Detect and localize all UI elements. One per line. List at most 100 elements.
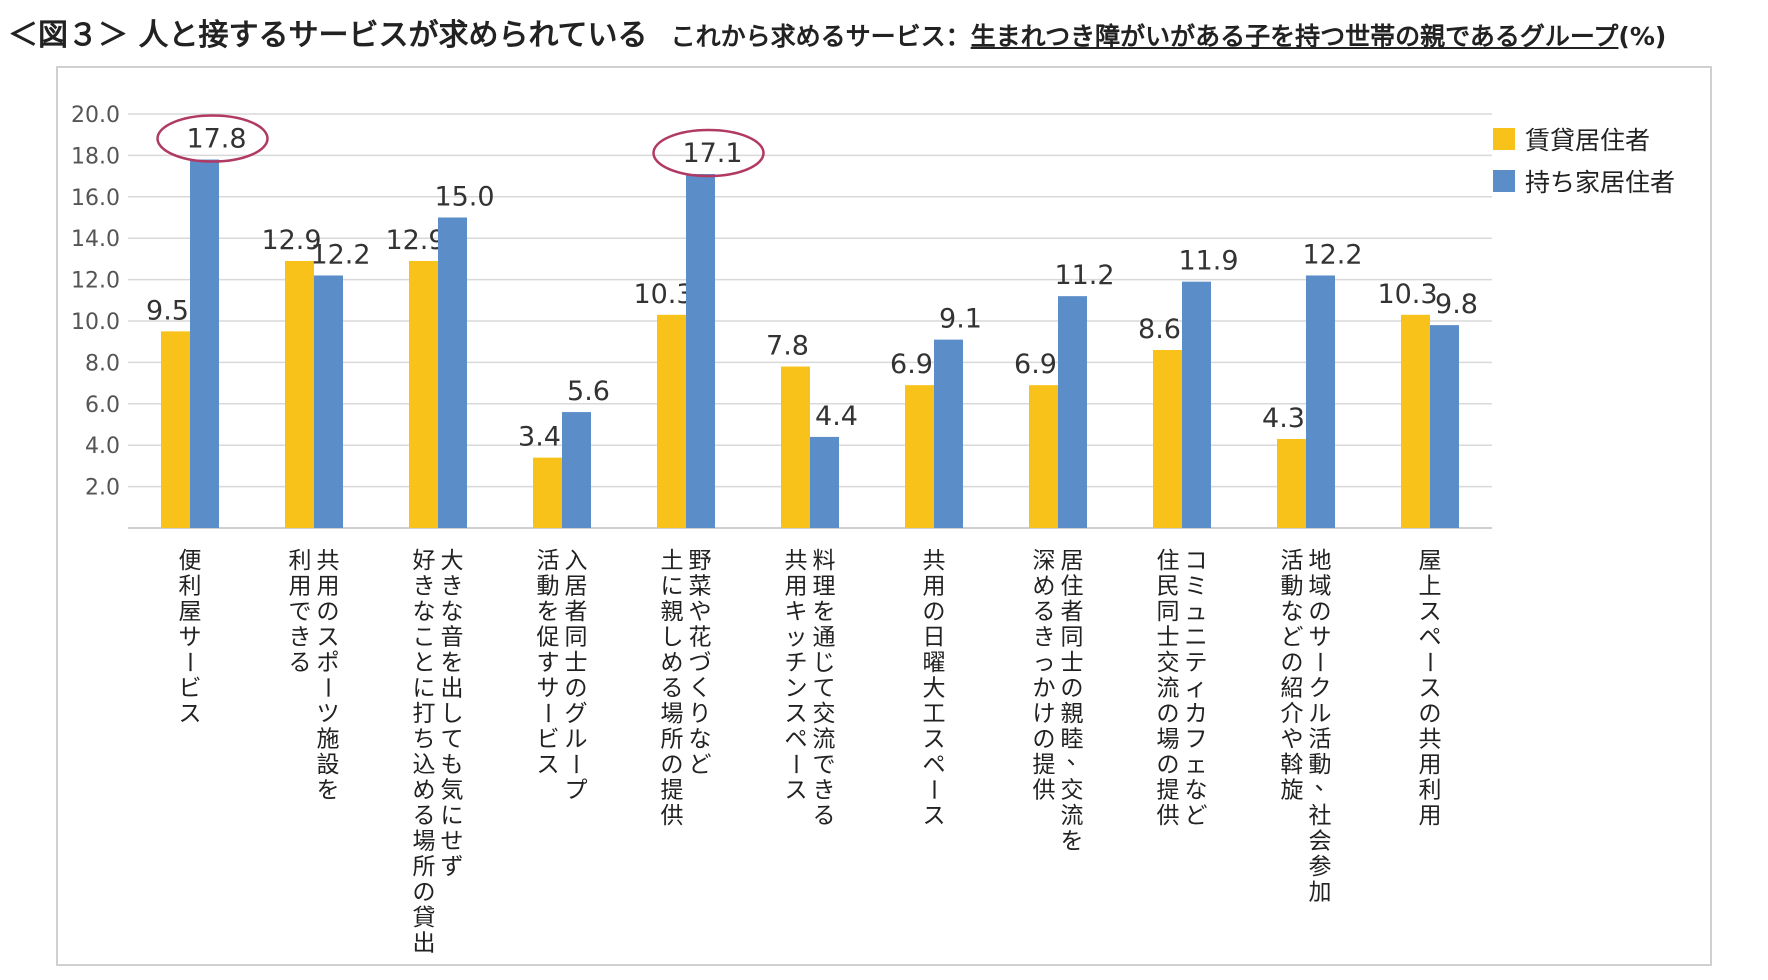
title-row: ＜図３＞ 人と接するサービスが求められている これから求めるサービス：生まれつき… [8, 10, 1666, 54]
data-label-rent: 7.8 [766, 331, 809, 362]
bar-own [686, 174, 715, 528]
category-label-char: き [441, 574, 464, 600]
category-label-char: 菜 [689, 574, 712, 600]
category-label-char: 者 [1061, 599, 1084, 625]
category-label-char: 同 [1061, 625, 1084, 651]
data-label-own: 5.6 [567, 376, 610, 407]
category-label-char: サ [179, 625, 202, 651]
category-label-char: 加 [1309, 880, 1332, 906]
category-label-char: け [1033, 701, 1056, 727]
data-label-rent: 4.3 [1262, 403, 1305, 434]
category-label-char: 供 [1157, 803, 1180, 829]
y-tick-label: 14.0 [71, 227, 120, 252]
category-label-char: 用 [1419, 803, 1442, 829]
category-label-char: ツ [317, 701, 340, 727]
category-label-char: ー [1416, 651, 1442, 674]
category-label-char: て [441, 727, 464, 753]
category-label-char: 設 [317, 752, 340, 778]
data-label-own: 12.2 [310, 239, 370, 270]
subtitle-group: 生まれつき障がいがある子を持つ世帯の親であるグループ [970, 22, 1619, 51]
category-label-char: 動 [537, 574, 560, 600]
category-label-char: 共 [785, 548, 808, 574]
category-label-char: 利 [1419, 778, 1442, 804]
category-label-char: ー [176, 651, 202, 674]
category-label-char: ペ [785, 727, 808, 753]
category-label-char: め [1033, 574, 1056, 600]
category-label-char: ス [317, 625, 340, 651]
category-label-char: に [661, 574, 684, 600]
data-label-rent: 10.3 [1377, 279, 1437, 310]
subtitle-prefix: これから求めるサービス： [670, 22, 971, 51]
category-label-char: 共 [1419, 727, 1442, 753]
y-tick-label: 18.0 [71, 144, 120, 169]
category-label-char: 大 [441, 548, 464, 574]
category-label-char: を [441, 650, 464, 676]
category-label-char: ェ [1185, 752, 1208, 778]
category-label-char: 用 [923, 574, 946, 600]
highlight-ellipse [156, 114, 269, 163]
category-label-char: 工 [923, 701, 946, 727]
y-tick-label: 2.0 [85, 476, 120, 501]
bar-own [1430, 325, 1459, 528]
category-label-char: ル [1309, 701, 1332, 727]
category-label-char: ス [537, 752, 560, 778]
category-label-char: ペ [1419, 625, 1442, 651]
category-label-char: 動 [1309, 752, 1332, 778]
category-label-char: 住 [1157, 548, 1180, 574]
category-label-char: 用 [317, 574, 340, 600]
category-label-char: づ [689, 650, 712, 676]
data-label-rent: 6.9 [890, 349, 933, 380]
category-label-char: て [813, 676, 836, 702]
category-label-char: ン [785, 676, 808, 702]
data-label-rent: 12.9 [385, 225, 445, 256]
category-label-char: 場 [661, 701, 684, 727]
category-label-char: 花 [689, 625, 712, 651]
category-label-char: 所 [661, 727, 684, 753]
category-label-char: な [413, 599, 436, 625]
y-tick-label: 20.0 [71, 103, 120, 128]
bar-own [190, 159, 219, 529]
category-label-char: 親 [1061, 701, 1084, 727]
category-label-char: を [317, 778, 340, 804]
category-label-char: 士 [1157, 625, 1180, 651]
category-label-char: 野 [689, 548, 712, 574]
chart-subtitle: これから求めるサービス：生まれつき障がいがある子を持つ世帯の親であるグループ(%… [671, 22, 1667, 51]
category-label-char: 士 [565, 650, 588, 676]
category-label-char: ク [1309, 676, 1332, 702]
category-label-char: 深 [1033, 548, 1056, 574]
bar-rent [409, 260, 438, 528]
category-label-char: 供 [1033, 778, 1056, 804]
category-label-char: き [289, 625, 312, 651]
legend-label-own: 持ち家居住者 [1525, 168, 1675, 197]
category-label-char: サ [1309, 625, 1332, 651]
category-label-char: 屋 [1419, 548, 1442, 574]
category-label-char: や [1281, 727, 1304, 753]
category-label-char: 旋 [1281, 778, 1304, 804]
category-label-char: ィ [1185, 676, 1208, 702]
category-label-char: な [1281, 599, 1304, 625]
category-label-char: じ [813, 650, 836, 676]
category-label-char: に [441, 803, 464, 829]
category-label-char: 者 [565, 599, 588, 625]
category-label-char: ス [179, 701, 202, 727]
bar-rent [285, 260, 314, 528]
y-tick-label: 12.0 [71, 269, 120, 294]
category-label-char: ど [1281, 625, 1304, 651]
category-label-char: ス [785, 701, 808, 727]
category-label-char: ビ [537, 727, 560, 753]
category-label-char: ス [923, 803, 946, 829]
category-label-char: す [537, 650, 560, 676]
category-label-char: 料 [813, 548, 836, 574]
category-label-char: め [661, 650, 684, 676]
category-label-char: き [1033, 625, 1056, 651]
category-label-char: し [441, 701, 464, 727]
bar-rent [1153, 349, 1182, 528]
category-label-char: 込 [413, 752, 436, 778]
category-label-char: り [689, 701, 712, 727]
data-label-rent: 9.5 [146, 295, 189, 326]
category-label-char: で [813, 752, 836, 778]
category-label-char: グ [565, 701, 588, 727]
category-label-char: の [413, 880, 436, 906]
category-label-char: 提 [1033, 752, 1056, 778]
category-label-char: 提 [661, 778, 684, 804]
